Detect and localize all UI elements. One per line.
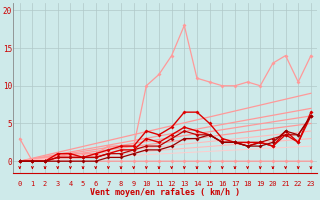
X-axis label: Vent moyen/en rafales ( km/h ): Vent moyen/en rafales ( km/h ) <box>90 188 240 197</box>
